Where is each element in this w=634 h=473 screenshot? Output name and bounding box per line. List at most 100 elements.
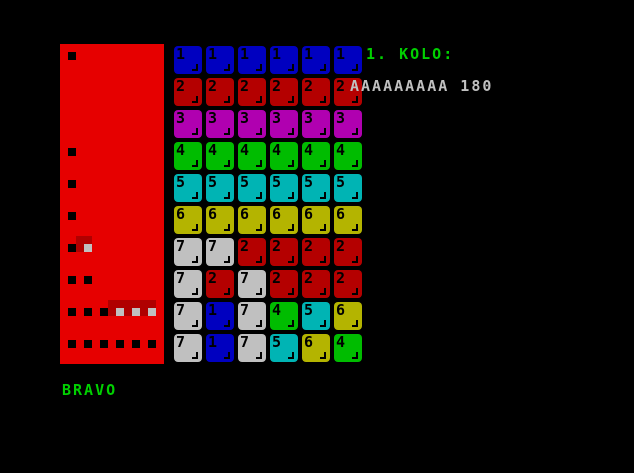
tile-corner-icon (256, 96, 262, 103)
tile[interactable]: 3 (174, 110, 202, 138)
tile[interactable]: 1 (174, 46, 202, 74)
partial-marker-dot (84, 244, 92, 252)
tile[interactable]: 6 (238, 206, 266, 234)
tile[interactable]: 6 (302, 334, 330, 362)
tile-number: 2 (304, 269, 314, 287)
tile-corner-icon (352, 192, 358, 199)
tile[interactable]: 4 (206, 142, 234, 170)
tile[interactable]: 2 (238, 238, 266, 266)
tile-corner-icon (256, 160, 262, 167)
tile[interactable]: 3 (206, 110, 234, 138)
tile-corner-icon (352, 224, 358, 231)
tile[interactable]: 6 (334, 206, 362, 234)
tile[interactable]: 2 (238, 78, 266, 106)
tile[interactable]: 6 (174, 206, 202, 234)
tile[interactable]: 7 (238, 334, 266, 362)
tile[interactable]: 1 (270, 46, 298, 74)
tile[interactable]: 7 (174, 302, 202, 330)
row-marker (68, 52, 76, 60)
tile[interactable]: 6 (270, 206, 298, 234)
tile[interactable]: 2 (334, 270, 362, 298)
tile[interactable]: 2 (334, 78, 362, 106)
tile[interactable]: 5 (206, 174, 234, 202)
tile-corner-icon (352, 288, 358, 295)
tile-number: 4 (272, 301, 282, 319)
tile[interactable]: 6 (334, 302, 362, 330)
tile[interactable]: 7 (238, 302, 266, 330)
status-message: BRAVO (62, 381, 118, 399)
tile[interactable]: 6 (206, 206, 234, 234)
tile[interactable]: 5 (174, 174, 202, 202)
tile[interactable]: 1 (206, 46, 234, 74)
tile[interactable]: 4 (270, 302, 298, 330)
tile-number: 2 (272, 237, 282, 255)
tile[interactable]: 4 (174, 142, 202, 170)
tile[interactable]: 1 (206, 334, 234, 362)
tile[interactable]: 6 (302, 206, 330, 234)
tile-corner-icon (288, 96, 294, 103)
tile[interactable]: 4 (270, 142, 298, 170)
tile[interactable]: 7 (206, 238, 234, 266)
tile-corner-icon (288, 288, 294, 295)
tile-corner-icon (288, 224, 294, 231)
tile-corner-icon (224, 160, 230, 167)
tile[interactable]: 2 (302, 238, 330, 266)
tile[interactable]: 7 (174, 334, 202, 362)
tile-number: 2 (272, 269, 282, 287)
tile[interactable]: 5 (302, 174, 330, 202)
tile-number: 6 (208, 205, 218, 223)
row-marker (84, 308, 92, 316)
tile-number: 2 (208, 77, 218, 95)
tile-corner-icon (192, 256, 198, 263)
tile[interactable]: 3 (334, 110, 362, 138)
tile-corner-icon (352, 160, 358, 167)
tile[interactable]: 2 (270, 78, 298, 106)
tile[interactable]: 1 (302, 46, 330, 74)
tile-number: 4 (208, 141, 218, 159)
tile[interactable]: 4 (238, 142, 266, 170)
tile[interactable]: 1 (334, 46, 362, 74)
tile-corner-icon (192, 320, 198, 327)
tile-corner-icon (256, 352, 262, 359)
tile[interactable]: 4 (334, 142, 362, 170)
tile-corner-icon (352, 96, 358, 103)
tile-corner-icon (256, 320, 262, 327)
tile-corner-icon (352, 320, 358, 327)
tile[interactable]: 7 (174, 238, 202, 266)
tile-corner-icon (320, 64, 326, 71)
tile[interactable]: 3 (302, 110, 330, 138)
tile[interactable]: 2 (206, 78, 234, 106)
tile-corner-icon (224, 320, 230, 327)
tile-number: 3 (240, 109, 250, 127)
tile[interactable]: 4 (334, 334, 362, 362)
tile[interactable]: 5 (334, 174, 362, 202)
tile[interactable]: 7 (238, 270, 266, 298)
tile[interactable]: 2 (174, 78, 202, 106)
tile[interactable]: 3 (270, 110, 298, 138)
tile[interactable]: 1 (238, 46, 266, 74)
tile[interactable]: 3 (238, 110, 266, 138)
tile-number: 1 (304, 45, 314, 63)
tile-number: 1 (208, 45, 218, 63)
tile[interactable]: 2 (334, 238, 362, 266)
tile-number: 7 (240, 269, 250, 287)
tile[interactable]: 5 (302, 302, 330, 330)
row-marker (68, 308, 76, 316)
tile[interactable]: 5 (270, 174, 298, 202)
tile[interactable]: 2 (270, 270, 298, 298)
tile[interactable]: 2 (206, 270, 234, 298)
tile-corner-icon (224, 352, 230, 359)
tile-corner-icon (192, 224, 198, 231)
tile-number: 5 (272, 173, 282, 191)
tile-corner-icon (320, 320, 326, 327)
tile[interactable]: 1 (206, 302, 234, 330)
tile[interactable]: 5 (270, 334, 298, 362)
tile[interactable]: 2 (270, 238, 298, 266)
tile[interactable]: 7 (174, 270, 202, 298)
tile-number: 6 (240, 205, 250, 223)
tile[interactable]: 2 (302, 78, 330, 106)
tile-number: 1 (240, 45, 250, 63)
tile[interactable]: 4 (302, 142, 330, 170)
tile[interactable]: 2 (302, 270, 330, 298)
tile[interactable]: 5 (238, 174, 266, 202)
